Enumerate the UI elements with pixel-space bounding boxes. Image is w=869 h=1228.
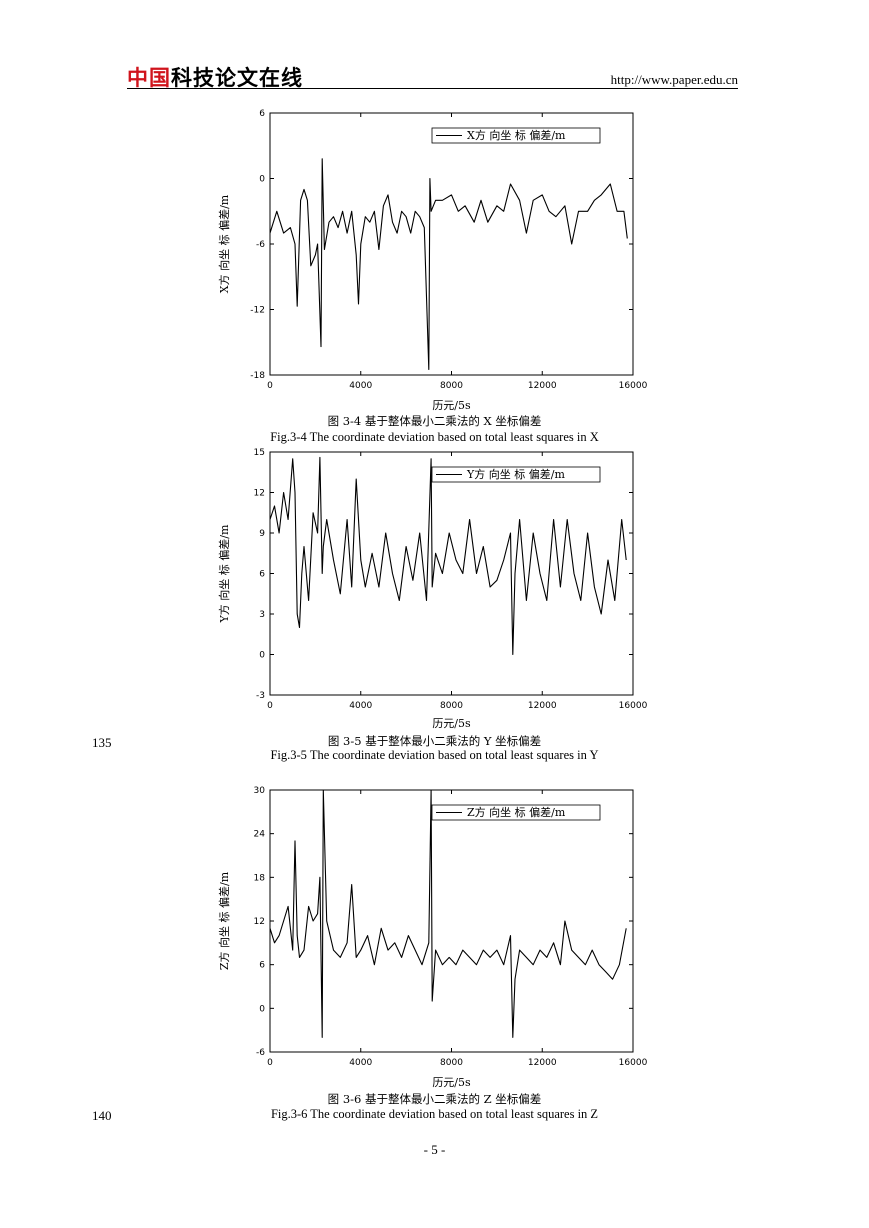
x-tick-label: 12000 xyxy=(528,1058,557,1068)
x-tick-label: 0 xyxy=(267,1058,273,1068)
x-tick-label: 16000 xyxy=(619,381,648,391)
y-tick-label: -6 xyxy=(256,240,265,250)
figure-caption-en: Fig.3-4 The coordinate deviation based o… xyxy=(270,430,599,444)
y-tick-label: -6 xyxy=(256,1048,265,1058)
figure-caption-cn: 图 3-5 基于整体最小二乘法的 Y 坐标偏差 xyxy=(327,734,542,748)
x-tick-label: 4000 xyxy=(349,381,372,391)
figure-caption-cn: 图 3-6 基于整体最小二乘法的 Z 坐标偏差 xyxy=(327,1092,542,1106)
y-tick-label: -3 xyxy=(256,691,265,701)
figure-caption-en: Fig.3-5 The coordinate deviation based o… xyxy=(270,748,599,762)
journal-logo: 中国科技论文在线 xyxy=(127,62,303,92)
y-tick-label: 6 xyxy=(259,109,265,119)
y-tick-label: 30 xyxy=(254,786,266,796)
x-tick-label: 0 xyxy=(267,381,273,391)
x-tick-label: 16000 xyxy=(619,1058,648,1068)
line-number: 135 xyxy=(92,735,112,750)
y-tick-label: 3 xyxy=(259,610,265,620)
legend-entry: X方 向坐 标 偏差/m xyxy=(467,128,566,142)
x-axis-label: 历元/5s xyxy=(432,1076,471,1089)
x-tick-label: 8000 xyxy=(440,1058,463,1068)
y-tick-label: 9 xyxy=(259,529,265,539)
y-tick-label: 15 xyxy=(254,448,265,458)
logo-black-part: 科技论文在线 xyxy=(171,66,303,90)
figure-caption-en: Fig.3-6 The coordinate deviation based o… xyxy=(270,1107,599,1121)
legend-box xyxy=(431,127,601,144)
y-tick-label: 6 xyxy=(259,570,265,580)
y-axis-label: Y方 向坐 标 偏差/m xyxy=(217,524,231,623)
legend-box xyxy=(431,804,601,821)
y-tick-label: -18 xyxy=(250,371,265,381)
x-tick-label: 16000 xyxy=(619,701,648,711)
x-tick-label: 8000 xyxy=(440,701,463,711)
legend-entry: Y方 向坐 标 偏差/m xyxy=(466,467,565,481)
series-line xyxy=(269,456,627,656)
y-tick-label: 0 xyxy=(259,651,265,661)
y-tick-label: 12 xyxy=(254,917,265,927)
y-tick-label: 0 xyxy=(259,175,265,185)
y-axis-label: X方 向坐 标 偏差/m xyxy=(217,194,231,293)
legend-box xyxy=(431,466,601,483)
page-number: - 5 - xyxy=(423,1142,446,1157)
series-line xyxy=(269,158,628,371)
y-tick-label: 6 xyxy=(259,961,265,971)
y-tick-label: 24 xyxy=(254,830,266,840)
x-axis-label: 历元/5s xyxy=(432,717,471,730)
y-tick-label: -12 xyxy=(250,306,265,316)
x-tick-label: 4000 xyxy=(349,701,372,711)
x-tick-label: 12000 xyxy=(528,381,557,391)
line-number: 140 xyxy=(92,1108,112,1123)
legend-entry: Z方 向坐 标 偏差/m xyxy=(467,805,566,819)
series-line xyxy=(269,789,627,1038)
x-tick-label: 8000 xyxy=(440,381,463,391)
y-tick-label: 18 xyxy=(254,873,266,883)
y-tick-label: 12 xyxy=(254,489,265,499)
x-tick-label: 4000 xyxy=(349,1058,372,1068)
x-tick-label: 0 xyxy=(267,701,273,711)
x-axis-label: 历元/5s xyxy=(432,399,471,412)
logo-red-part: 中国 xyxy=(127,66,171,90)
y-axis-label: Z方 向坐 标 偏差/m xyxy=(217,871,231,970)
x-tick-label: 12000 xyxy=(528,701,557,711)
y-tick-label: 0 xyxy=(259,1004,265,1014)
figure-caption-cn: 图 3-4 基于整体最小二乘法的 X 坐标偏差 xyxy=(327,414,542,428)
header-rule xyxy=(127,88,738,89)
header-url[interactable]: http://www.paper.edu.cn xyxy=(610,72,738,87)
